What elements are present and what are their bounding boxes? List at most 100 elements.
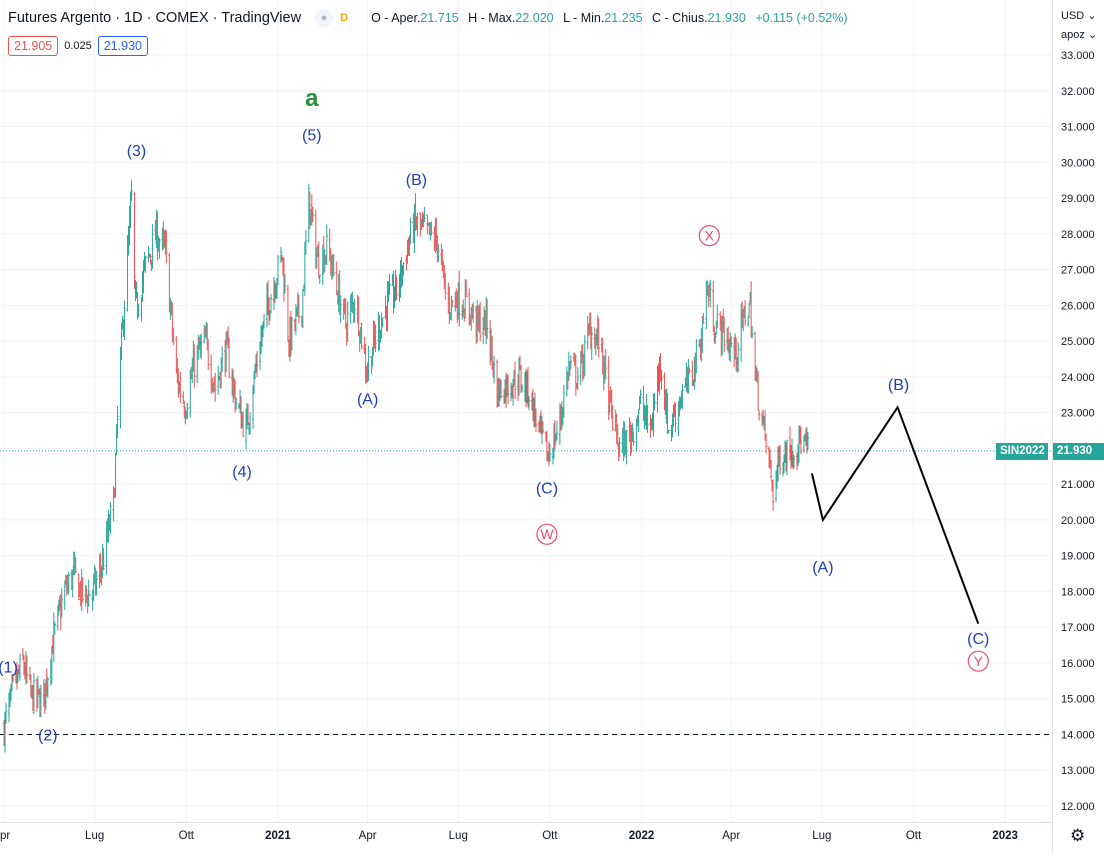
candle: [102, 548, 105, 570]
candle: [681, 384, 684, 410]
price-tick-label: 12.000: [1061, 801, 1095, 813]
candle: [687, 358, 690, 394]
candle: [283, 274, 287, 294]
price-tick-label: 33.000: [1061, 50, 1095, 62]
candle: [423, 207, 426, 223]
candle: [149, 253, 152, 265]
candle: [84, 584, 87, 607]
candle: [409, 217, 412, 245]
candle: [262, 314, 266, 329]
time-tick-label: Apr: [722, 830, 740, 842]
high-value: 22.020: [515, 11, 554, 25]
candle: [639, 389, 642, 405]
wave-label: W: [540, 526, 554, 542]
chart-area[interactable]: (1) (2) (3) (4) (5) a (A) (B) (C) W X (A) (B) (C) Y: [0, 0, 1052, 822]
candle: [59, 594, 62, 631]
wave-label: Y: [974, 653, 984, 669]
candle: [147, 246, 150, 263]
candle: [607, 356, 610, 421]
candle: [63, 580, 66, 610]
candle: [707, 285, 710, 308]
candle: [36, 675, 40, 708]
candle: [255, 351, 259, 378]
symbol-title[interactable]: Futures Argento · 1D · COMEX · TradingVi…: [8, 10, 302, 26]
bid-button[interactable]: 21.905: [8, 36, 59, 56]
price-tick-label: 31.000: [1061, 122, 1095, 134]
candle: [116, 406, 119, 439]
candles: [2, 179, 810, 753]
candle: [87, 579, 90, 607]
candle: [394, 269, 397, 302]
price-tick-label: 20.000: [1061, 515, 1095, 527]
ask-button[interactable]: 21.930: [97, 36, 148, 56]
symbol-legend: Futures Argento · 1D · COMEX · TradingVi…: [8, 9, 848, 27]
candle: [374, 324, 377, 353]
wave-label: (5): [302, 128, 322, 145]
candle: [646, 404, 649, 433]
candle: [625, 430, 628, 465]
price-tick-label: 26.000: [1061, 300, 1095, 312]
candle: [712, 280, 715, 332]
delayed-badge[interactable]: D: [340, 12, 349, 24]
candle: [757, 410, 761, 421]
price-tick-label: 15.000: [1061, 694, 1095, 706]
candle: [792, 455, 796, 469]
candle: [674, 402, 677, 433]
candle: [325, 224, 328, 266]
candle: [402, 262, 405, 276]
candle: [4, 702, 8, 724]
wave-label: (2): [38, 727, 58, 744]
candle: [207, 339, 210, 371]
candle: [39, 684, 43, 718]
last-price-value: 21.930: [1053, 443, 1104, 460]
time-tick-label: 2022: [629, 830, 655, 842]
price-axis-ticks: 12.000 13.000 14.000 15.000 16.000 17.000 18.0…: [1061, 50, 1095, 813]
price-tick-label: 14.000: [1061, 729, 1095, 741]
time-axis[interactable]: pr Lug Ott 2021 Apr Lug Ott 2022 Apr Lug Ott 2023: [0, 822, 1052, 854]
candle: [186, 402, 189, 419]
candle: [381, 317, 384, 327]
candle: [137, 303, 140, 318]
candle: [520, 384, 524, 393]
candle: [769, 459, 773, 479]
candle: [114, 452, 117, 497]
price-tick-label: 13.000: [1061, 765, 1095, 777]
candle: [499, 379, 503, 399]
candle: [318, 274, 321, 284]
candle: [239, 396, 243, 429]
candle: [144, 256, 147, 273]
candle: [130, 179, 133, 202]
candle: [301, 288, 305, 329]
candle: [179, 371, 182, 403]
status-dot-icon[interactable]: ●: [315, 9, 334, 27]
settings-gear-icon[interactable]: ⚙: [1070, 826, 1086, 845]
high-label: H - Max.: [468, 11, 516, 25]
candle: [129, 191, 132, 229]
candle: [81, 577, 84, 603]
candle: [653, 392, 656, 411]
wave-label: (4): [232, 464, 252, 481]
candle: [799, 426, 803, 455]
candle: [133, 192, 136, 289]
time-tick-label: Apr: [359, 830, 377, 842]
candle: [74, 557, 77, 574]
price-tick-label: 25.000: [1061, 336, 1095, 348]
candle: [220, 346, 224, 372]
candle: [113, 488, 116, 499]
candle: [60, 588, 63, 617]
candle: [120, 322, 123, 361]
currency-selector[interactable]: USD ⌄: [1061, 10, 1097, 22]
candle: [706, 280, 709, 296]
open-label: O - Aper.: [371, 11, 421, 25]
candle: [370, 356, 373, 374]
price-chart[interactable]: (1) (2) (3) (4) (5) a (A) (B) (C) W X (A) (B) (C) Y: [0, 0, 1052, 822]
candle: [18, 653, 22, 681]
wave-label-circle: [967, 650, 989, 672]
candle: [241, 411, 245, 438]
candle: [576, 367, 580, 391]
price-axis[interactable]: USD ⌄ apoz ⌄ 12.000 13.000 14.000 15.000 16.…: [1052, 0, 1104, 853]
price-tick-label: 32.000: [1061, 86, 1095, 98]
open-value: 21.715: [420, 11, 459, 25]
candle: [346, 301, 349, 342]
unit-selector[interactable]: apoz ⌄: [1061, 29, 1098, 41]
